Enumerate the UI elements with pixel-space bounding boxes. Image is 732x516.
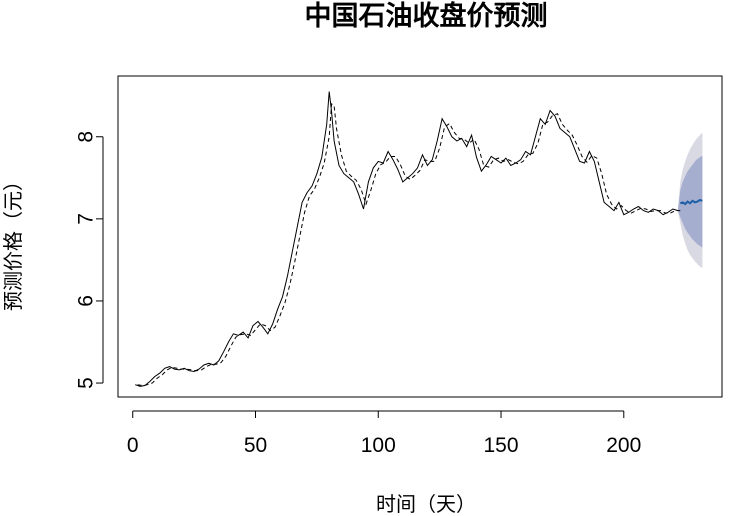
chart-title: 中国石油收盘价预测: [305, 0, 548, 32]
y-axis-label: 预测价格（元）: [1, 171, 25, 311]
x-tick-label-100: 100: [361, 434, 396, 457]
x-tick-label-0: 0: [127, 434, 139, 457]
plot-area: 0 50 100 150 200 5 6 7 8: [75, 75, 723, 457]
y-tick-label-8: 8: [75, 131, 98, 143]
y-tick-label-6: 6: [75, 295, 98, 307]
series-forecast-line: [679, 198, 703, 206]
series-fitted-line: [137, 102, 681, 387]
interval-80-band: [677, 155, 703, 248]
series-observed-line: [135, 91, 678, 387]
x-axis-label: 时间（天）: [376, 492, 476, 516]
y-tick-label-5: 5: [75, 377, 98, 389]
x-tick-label-50: 50: [244, 434, 267, 457]
x-tick-label-150: 150: [484, 434, 519, 457]
plot-frame: [117, 75, 723, 398]
x-tick-label-200: 200: [606, 434, 641, 457]
y-tick-label-7: 7: [75, 213, 98, 225]
